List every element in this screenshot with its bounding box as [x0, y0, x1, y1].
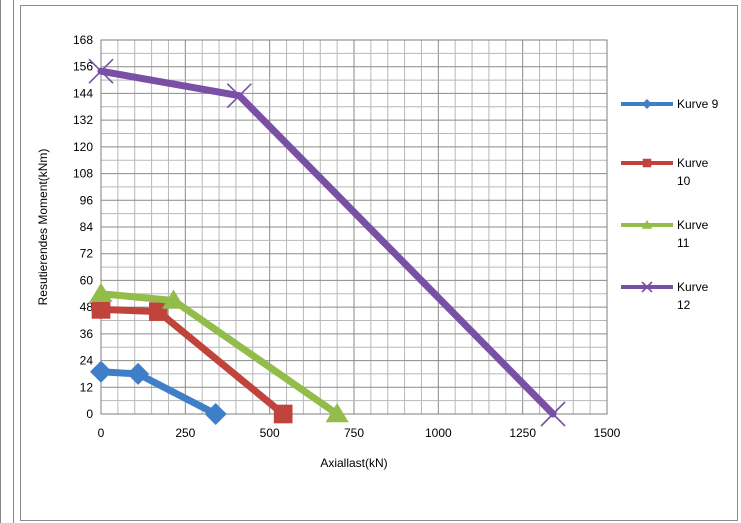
x-tick-label: 750	[344, 426, 364, 440]
series-kurve-9	[90, 360, 227, 425]
y-tick-label: 12	[80, 380, 94, 394]
grid-lines	[100, 39, 608, 415]
legend: Kurve 9 Kurve 10 Kurve 11 Kurve 12	[621, 97, 719, 312]
legend-label: Kurve 10	[677, 156, 709, 188]
y-tick-label: 48	[80, 300, 94, 314]
data-point	[325, 403, 349, 423]
legend-swatch-marker	[642, 99, 652, 109]
legend-label: Kurve 11	[677, 218, 709, 250]
legend-item: Kurve 9	[621, 97, 719, 111]
series-kurve-10	[91, 300, 293, 424]
data-point	[90, 360, 112, 383]
legend-swatch-marker	[642, 158, 652, 168]
x-marker-stroke	[88, 58, 114, 84]
x-marker-stroke	[540, 401, 566, 427]
data-point	[88, 58, 114, 84]
legend-item: Kurve 10	[621, 156, 709, 188]
y-tick-label: 72	[80, 247, 94, 261]
x-tick-label: 1000	[425, 426, 452, 440]
y-tick-label: 120	[73, 140, 93, 154]
y-tick-label: 96	[80, 193, 94, 207]
y-tick-label: 144	[73, 86, 93, 100]
data-point	[161, 289, 186, 309]
y-tick-label: 156	[73, 60, 93, 74]
x-tick-label: 1500	[594, 426, 621, 440]
plot-border	[100, 39, 608, 415]
y-tick-label: 36	[80, 327, 94, 341]
data-point	[226, 83, 252, 109]
x-marker-stroke	[226, 83, 252, 109]
data-point	[91, 300, 111, 319]
x-tick-label: 250	[175, 426, 195, 440]
data-point	[204, 403, 227, 425]
line-chart: 0 12 24 36 48 60 72 84 96 108 120 132 144 156 168 0 250 5…	[36, 33, 719, 470]
data-point	[273, 404, 293, 424]
data-point	[148, 302, 168, 321]
chart-area: 0 12 24 36 48 60 72 84 96 108 120 132 144 156 168 0 250 5…	[20, 5, 738, 521]
legend-swatch-marker	[641, 220, 653, 229]
left-frame-border	[0, 0, 14, 523]
legend-item: Kurve 11	[621, 218, 709, 250]
y-tick-label: 60	[80, 273, 94, 287]
y-tick-label: 0	[86, 407, 93, 421]
x-marker-stroke	[641, 281, 653, 293]
y-tick-label: 84	[80, 220, 94, 234]
y-tick-label: 108	[73, 167, 93, 181]
legend-item: Kurve 12	[621, 280, 709, 312]
x-tick-label: 1250	[509, 426, 536, 440]
data-point	[540, 401, 566, 427]
y-axis-title: Resutierendes Moment(kNm)	[36, 149, 50, 306]
series-kurve-11	[89, 282, 349, 423]
series-kurve-12	[88, 58, 566, 427]
y-tick-label: 132	[73, 113, 93, 127]
legend-swatch-marker	[641, 281, 653, 293]
legend-label: Kurve 9	[677, 97, 719, 111]
y-tick-label: 24	[80, 354, 94, 368]
data-point	[127, 362, 150, 385]
x-tick-label: 500	[260, 426, 280, 440]
legend-label: Kurve 12	[677, 280, 709, 312]
y-tick-label: 168	[73, 33, 93, 47]
x-axis-title: Axiallast(kN)	[320, 456, 387, 470]
x-tick-label: 0	[98, 426, 105, 440]
data-point	[89, 282, 113, 303]
